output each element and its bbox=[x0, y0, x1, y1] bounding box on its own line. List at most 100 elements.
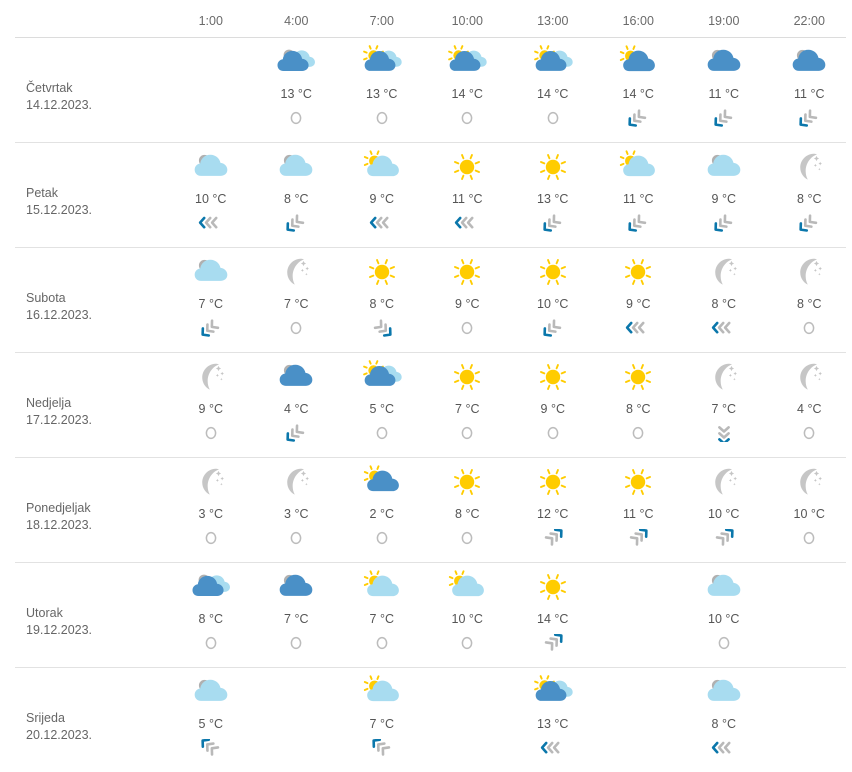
forecast-slot[interactable]: 11 °C bbox=[596, 143, 682, 247]
forecast-slot[interactable]: 11 °C bbox=[425, 143, 511, 247]
forecast-slot-cell[interactable]: 9 °C bbox=[168, 353, 254, 457]
forecast-slot[interactable]: 8 °C bbox=[681, 248, 767, 352]
forecast-slot[interactable]: 7 °C bbox=[681, 353, 767, 457]
forecast-slot-cell[interactable] bbox=[767, 668, 852, 772]
forecast-slot[interactable]: 11 °C bbox=[681, 38, 767, 142]
forecast-slot[interactable]: 14 °C bbox=[425, 38, 511, 142]
forecast-slot-cell[interactable]: 11 °C bbox=[681, 38, 767, 142]
forecast-slot[interactable]: 11 °C bbox=[767, 38, 852, 142]
forecast-slot-cell[interactable]: 13 °C bbox=[510, 143, 596, 247]
forecast-slot-cell[interactable]: 8 °C bbox=[681, 248, 767, 352]
forecast-slot[interactable]: 9 °C bbox=[339, 143, 425, 247]
forecast-slot-cell[interactable]: 2 °C bbox=[339, 458, 425, 562]
forecast-slot[interactable]: 11 °C bbox=[596, 458, 682, 562]
forecast-slot-cell[interactable]: 8 °C bbox=[425, 458, 511, 562]
forecast-slot-cell[interactable] bbox=[767, 563, 852, 667]
forecast-slot[interactable]: 7 °C bbox=[339, 563, 425, 667]
forecast-slot[interactable] bbox=[168, 38, 254, 142]
forecast-slot[interactable]: 8 °C bbox=[254, 143, 340, 247]
forecast-slot[interactable]: 13 °C bbox=[339, 38, 425, 142]
forecast-slot-cell[interactable]: 8 °C bbox=[596, 353, 682, 457]
forecast-slot[interactable]: 13 °C bbox=[510, 668, 596, 772]
forecast-slot[interactable] bbox=[767, 668, 852, 772]
forecast-slot[interactable]: 14 °C bbox=[596, 38, 682, 142]
forecast-slot[interactable]: 4 °C bbox=[254, 353, 340, 457]
forecast-slot[interactable]: 3 °C bbox=[254, 458, 340, 562]
forecast-slot[interactable]: 8 °C bbox=[681, 668, 767, 772]
forecast-slot-cell[interactable]: 5 °C bbox=[168, 668, 254, 772]
forecast-slot-cell[interactable]: 8 °C bbox=[254, 143, 340, 247]
forecast-slot-cell[interactable]: 14 °C bbox=[510, 38, 596, 142]
forecast-slot-cell[interactable]: 9 °C bbox=[425, 248, 511, 352]
forecast-slot-cell[interactable] bbox=[425, 668, 511, 772]
forecast-slot-cell[interactable]: 10 °C bbox=[681, 563, 767, 667]
forecast-slot-cell[interactable]: 14 °C bbox=[425, 38, 511, 142]
forecast-slot-cell[interactable]: 7 °C bbox=[168, 248, 254, 352]
forecast-slot[interactable] bbox=[767, 563, 852, 667]
forecast-slot[interactable]: 7 °C bbox=[425, 353, 511, 457]
forecast-slot-cell[interactable]: 11 °C bbox=[596, 143, 682, 247]
forecast-slot-cell[interactable]: 12 °C bbox=[510, 458, 596, 562]
forecast-slot-cell[interactable]: 9 °C bbox=[339, 143, 425, 247]
forecast-slot[interactable]: 7 °C bbox=[254, 563, 340, 667]
forecast-slot[interactable]: 9 °C bbox=[510, 353, 596, 457]
forecast-slot[interactable]: 9 °C bbox=[596, 248, 682, 352]
forecast-slot[interactable] bbox=[596, 563, 682, 667]
forecast-slot[interactable]: 8 °C bbox=[339, 248, 425, 352]
forecast-slot-cell[interactable] bbox=[168, 38, 254, 142]
forecast-slot-cell[interactable]: 14 °C bbox=[596, 38, 682, 142]
forecast-slot-cell[interactable]: 9 °C bbox=[596, 248, 682, 352]
forecast-slot-cell[interactable]: 14 °C bbox=[510, 563, 596, 667]
forecast-slot-cell[interactable]: 8 °C bbox=[168, 563, 254, 667]
forecast-slot[interactable]: 8 °C bbox=[596, 353, 682, 457]
forecast-slot-cell[interactable]: 8 °C bbox=[339, 248, 425, 352]
forecast-slot[interactable]: 10 °C bbox=[510, 248, 596, 352]
forecast-slot-cell[interactable]: 7 °C bbox=[254, 248, 340, 352]
forecast-slot[interactable] bbox=[596, 668, 682, 772]
forecast-slot-cell[interactable] bbox=[596, 563, 682, 667]
forecast-slot[interactable]: 7 °C bbox=[254, 248, 340, 352]
forecast-slot-cell[interactable]: 4 °C bbox=[767, 353, 852, 457]
forecast-slot[interactable]: 8 °C bbox=[767, 143, 852, 247]
forecast-slot[interactable]: 10 °C bbox=[681, 458, 767, 562]
forecast-slot-cell[interactable]: 10 °C bbox=[681, 458, 767, 562]
forecast-slot[interactable]: 9 °C bbox=[681, 143, 767, 247]
forecast-slot[interactable]: 12 °C bbox=[510, 458, 596, 562]
forecast-slot-cell[interactable]: 10 °C bbox=[168, 143, 254, 247]
forecast-slot-cell[interactable]: 7 °C bbox=[681, 353, 767, 457]
forecast-slot-cell[interactable]: 10 °C bbox=[767, 458, 852, 562]
forecast-slot-cell[interactable]: 7 °C bbox=[425, 353, 511, 457]
forecast-slot[interactable]: 13 °C bbox=[510, 143, 596, 247]
forecast-slot[interactable]: 8 °C bbox=[168, 563, 254, 667]
forecast-slot[interactable]: 8 °C bbox=[767, 248, 852, 352]
forecast-slot-cell[interactable]: 3 °C bbox=[168, 458, 254, 562]
forecast-slot[interactable]: 10 °C bbox=[425, 563, 511, 667]
forecast-slot[interactable]: 2 °C bbox=[339, 458, 425, 562]
forecast-slot-cell[interactable]: 8 °C bbox=[681, 668, 767, 772]
forecast-slot[interactable] bbox=[254, 668, 340, 772]
forecast-slot[interactable]: 10 °C bbox=[168, 143, 254, 247]
forecast-slot[interactable]: 7 °C bbox=[339, 668, 425, 772]
forecast-slot-cell[interactable]: 13 °C bbox=[339, 38, 425, 142]
forecast-slot-cell[interactable]: 4 °C bbox=[254, 353, 340, 457]
forecast-slot[interactable]: 14 °C bbox=[510, 38, 596, 142]
forecast-slot[interactable]: 9 °C bbox=[168, 353, 254, 457]
forecast-slot-cell[interactable]: 3 °C bbox=[254, 458, 340, 562]
forecast-slot[interactable]: 10 °C bbox=[767, 458, 852, 562]
forecast-slot-cell[interactable]: 8 °C bbox=[767, 248, 852, 352]
forecast-slot[interactable]: 14 °C bbox=[510, 563, 596, 667]
forecast-slot-cell[interactable]: 5 °C bbox=[339, 353, 425, 457]
forecast-slot[interactable]: 10 °C bbox=[681, 563, 767, 667]
forecast-slot[interactable]: 8 °C bbox=[425, 458, 511, 562]
forecast-slot-cell[interactable]: 8 °C bbox=[767, 143, 852, 247]
forecast-slot[interactable]: 5 °C bbox=[168, 668, 254, 772]
forecast-slot-cell[interactable]: 10 °C bbox=[510, 248, 596, 352]
forecast-slot-cell[interactable]: 9 °C bbox=[681, 143, 767, 247]
forecast-slot[interactable]: 4 °C bbox=[767, 353, 852, 457]
forecast-slot-cell[interactable] bbox=[596, 668, 682, 772]
forecast-slot-cell[interactable] bbox=[254, 668, 340, 772]
forecast-slot-cell[interactable]: 10 °C bbox=[425, 563, 511, 667]
forecast-slot-cell[interactable]: 7 °C bbox=[339, 668, 425, 772]
forecast-slot-cell[interactable]: 9 °C bbox=[510, 353, 596, 457]
forecast-slot-cell[interactable]: 13 °C bbox=[510, 668, 596, 772]
